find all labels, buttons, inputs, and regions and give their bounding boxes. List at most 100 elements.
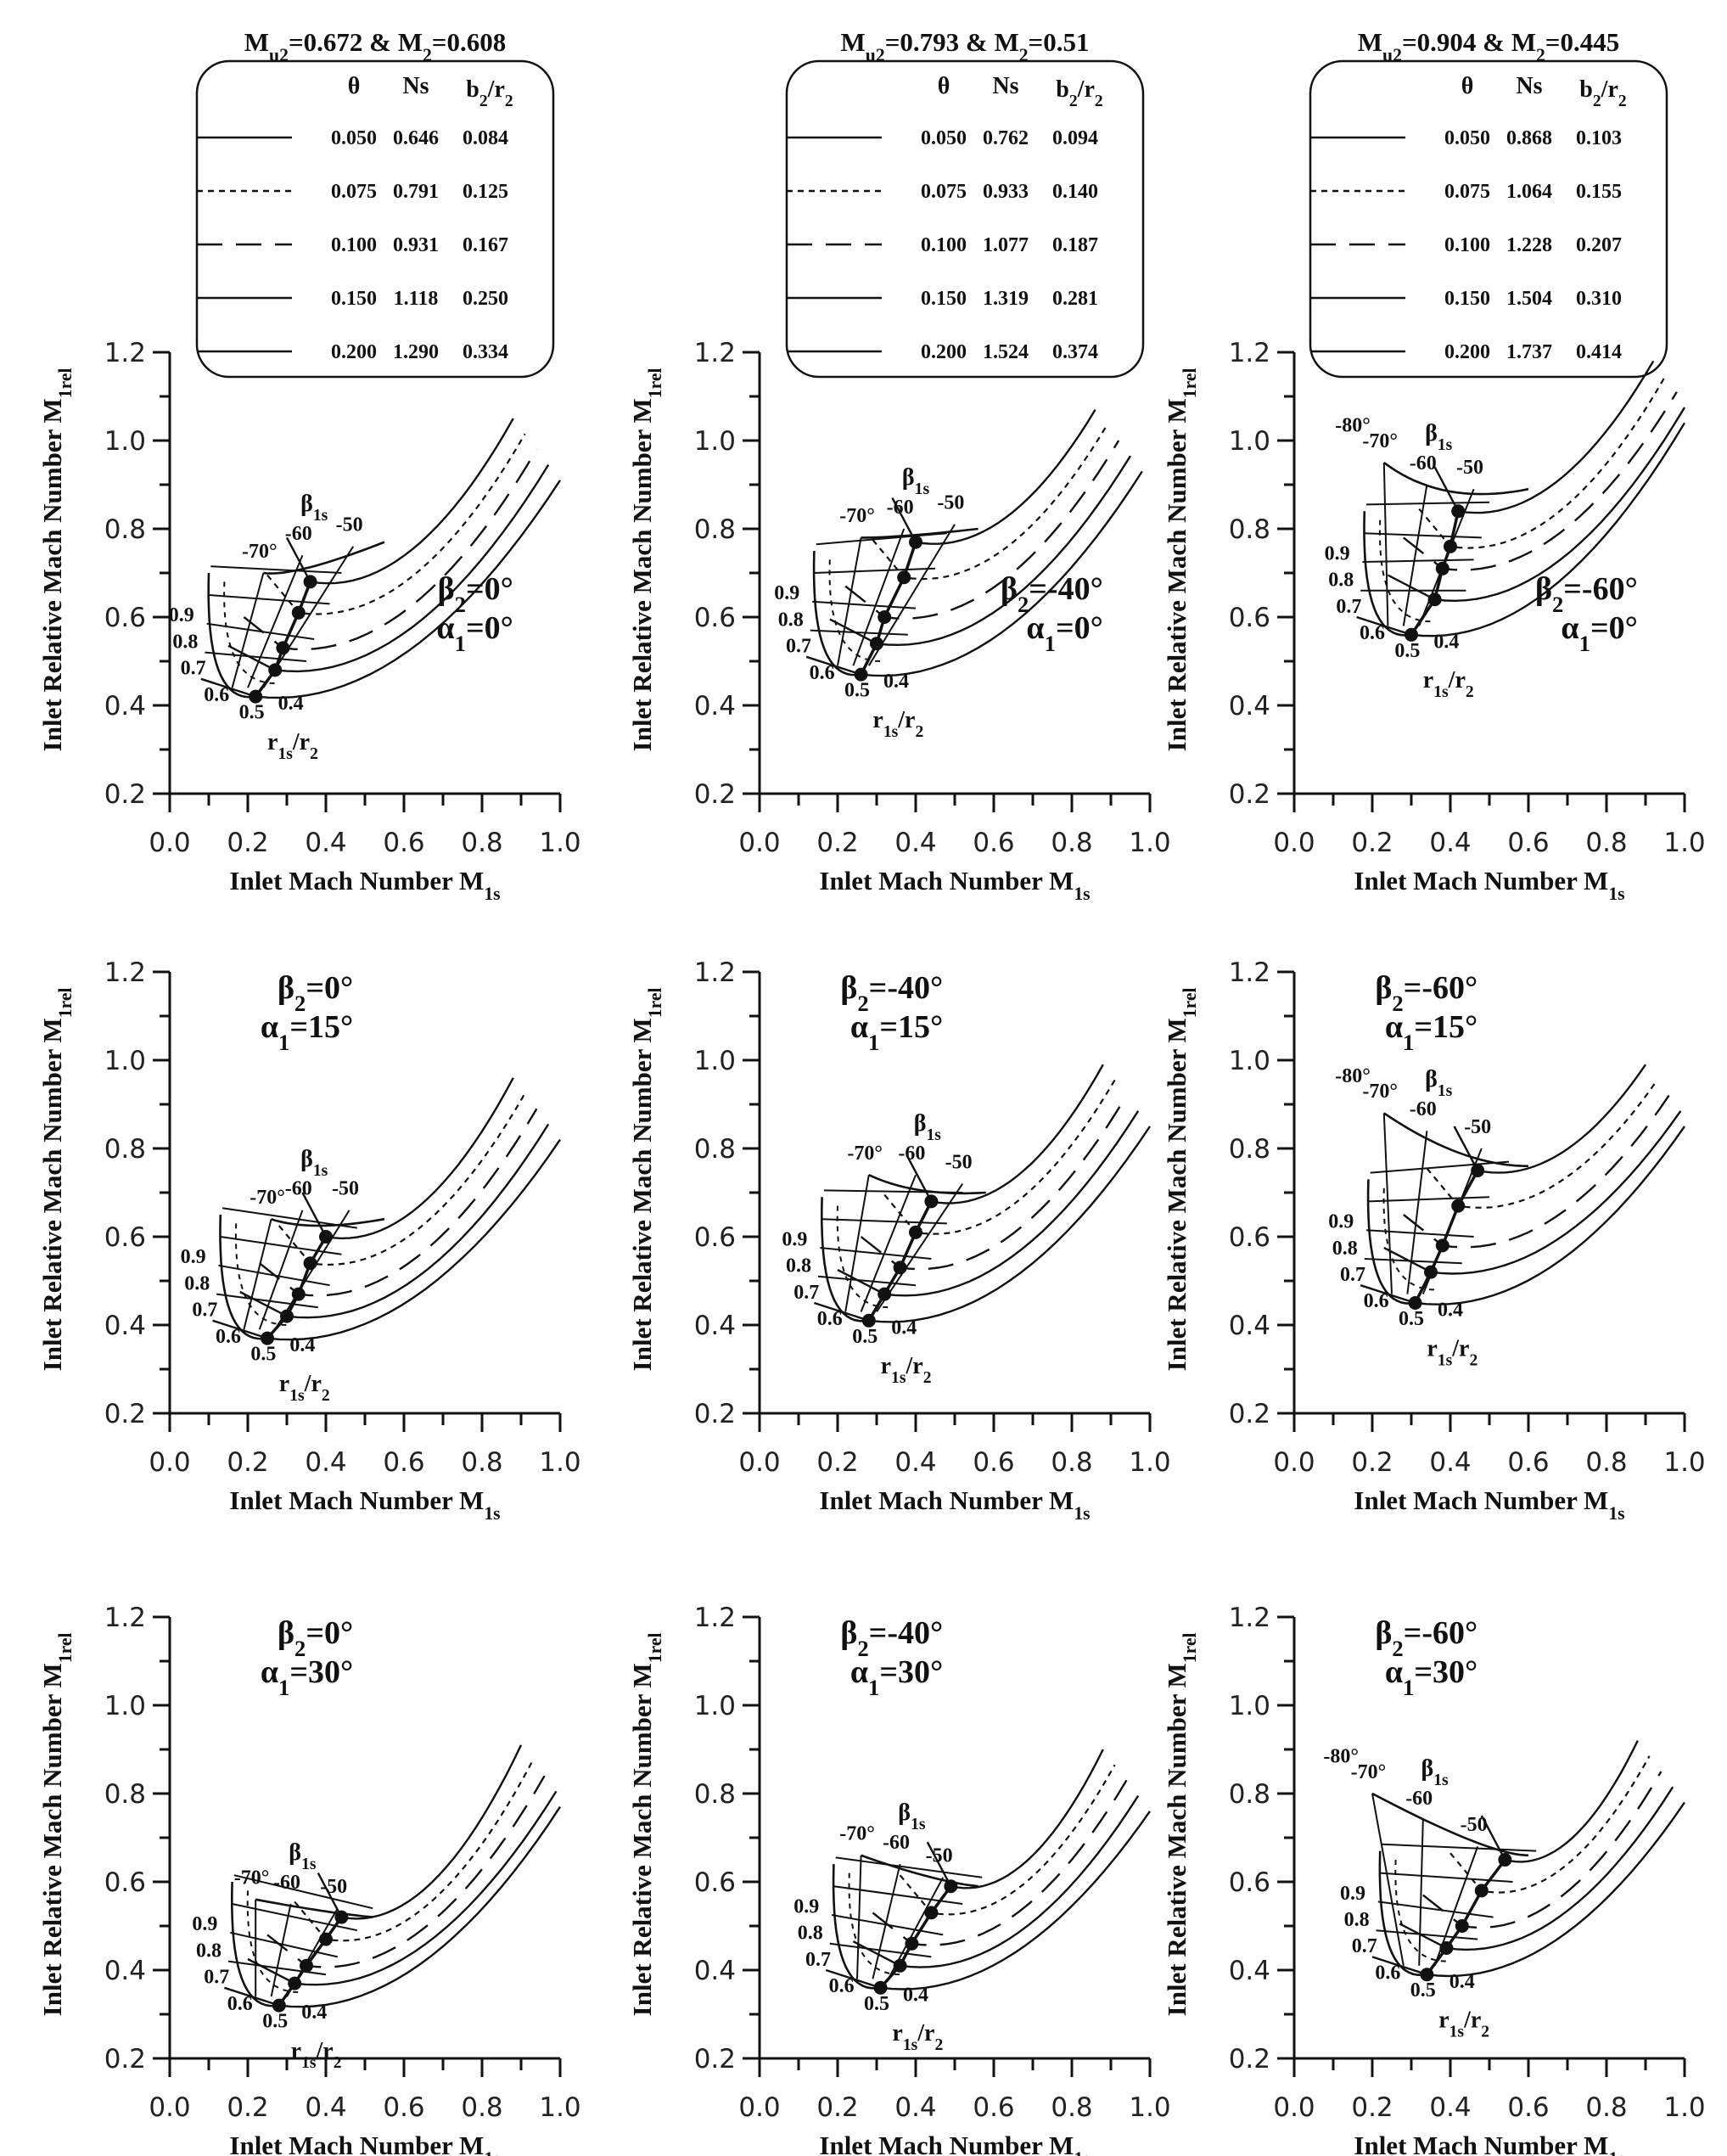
y-tick-label: 0.6 xyxy=(104,1867,146,1898)
legend-theta: 0.150 xyxy=(331,288,377,310)
r-ratio-label: 0.9 xyxy=(181,1246,206,1268)
r-ratio-gridline xyxy=(206,622,315,640)
y-tick-label: 0.6 xyxy=(694,1867,736,1898)
beta-angle-label: -50 xyxy=(1456,457,1483,479)
y-tick-label: 0.4 xyxy=(694,1956,736,1986)
theta-curve xyxy=(247,1790,558,1986)
beta2-label: β2=0° xyxy=(278,970,353,1016)
theta-curve xyxy=(243,448,538,651)
theta-curve xyxy=(1399,1786,1674,1951)
y-tick-label: 0.4 xyxy=(104,1956,146,1986)
y-tick-label: 0.2 xyxy=(694,779,736,810)
theta-curve xyxy=(278,1092,526,1266)
r-ratio-label: 0.4 xyxy=(1433,631,1459,653)
beta2-label: β2=-60° xyxy=(1375,970,1477,1016)
alpha1-label: α1=0° xyxy=(436,610,513,656)
beta-gridline xyxy=(1371,1793,1405,1966)
theta-curve xyxy=(212,1138,561,1341)
beta2-label: β2=-40° xyxy=(1001,571,1103,617)
x-tick-label: 0.4 xyxy=(305,828,346,858)
r-ratio-label: 0.9 xyxy=(1325,542,1350,564)
r-ratio-label: 0.8 xyxy=(184,1272,210,1294)
legend-b2r2: 0.167 xyxy=(463,234,508,256)
chart-panel-r1c2: 0.20.40.60.81.01.20.0 0.2 0.4 0.6 0.8 1.0Inle… xyxy=(1162,957,1706,1524)
beta-angle-label: -50 xyxy=(336,514,363,536)
legend-theta: 0.100 xyxy=(1444,234,1490,256)
optimum-point xyxy=(924,1906,939,1920)
beta-angle-label: -50 xyxy=(320,1876,347,1898)
beta-angle-label: -70° xyxy=(847,1143,883,1165)
y-tick-label: 1.0 xyxy=(104,426,146,457)
optimum-point xyxy=(870,637,883,651)
chart-panel-r2c0: 0.20.40.60.81.01.20.0 0.2 0.4 0.6 0.8 1.0Inle… xyxy=(37,1603,581,2156)
optimum-point xyxy=(1474,1884,1489,1898)
y-tick-label: 1.2 xyxy=(1229,338,1270,368)
r-ratio-label: 0.5 xyxy=(864,1993,889,2015)
r-ratio-gridline xyxy=(817,1275,917,1287)
y-tick-label: 0.6 xyxy=(104,603,146,633)
optimum-point xyxy=(893,1260,907,1275)
r-ratio-gridline xyxy=(1382,1843,1537,1852)
r-ratio-label: 0.6 xyxy=(817,1308,843,1330)
x-tick-label: 0.2 xyxy=(227,2092,268,2123)
legend-col-ns: Ns xyxy=(992,73,1018,99)
chart-panel-r0c0: 0.20.40.60.81.01.20.0 0.2 0.4 0.6 0.8 1.0Inle… xyxy=(37,338,581,904)
beta-angle-label: -70° xyxy=(839,505,875,527)
beta1s-label: β1s xyxy=(300,491,328,525)
envelope-dotted-curve xyxy=(1382,1187,1435,1291)
y-tick-label: 0.4 xyxy=(1229,691,1270,721)
beta-angle-label: -60 xyxy=(1405,1788,1433,1810)
y-tick-label: 1.0 xyxy=(1229,1046,1270,1076)
beta-gridline xyxy=(247,554,304,688)
optimum-point xyxy=(1471,1164,1485,1177)
legend-ns: 1.504 xyxy=(1506,288,1552,310)
y-tick-label: 1.2 xyxy=(694,957,736,988)
envelope-curve xyxy=(812,550,861,677)
theta-curve xyxy=(872,1779,1128,1946)
beta1s-label: β1s xyxy=(902,464,930,498)
x-tick-label: 0.8 xyxy=(1051,1447,1092,1478)
beta-gridline xyxy=(852,528,906,666)
optimum-point xyxy=(1435,561,1449,575)
legend-b2r2: 0.103 xyxy=(1576,127,1622,149)
r-ratio-label: 0.7 xyxy=(181,658,206,680)
alpha1-label: α1=15° xyxy=(261,1009,353,1055)
legend-header: Mu2=0.793 & M2=0.51 xyxy=(841,27,1090,65)
x-axis-label: Inlet Mach Number M1s xyxy=(229,2131,500,2156)
top-arc-curve xyxy=(1383,461,1529,496)
theta-curve xyxy=(860,1094,1128,1271)
r-ratio-label: 0.8 xyxy=(1344,1909,1370,1931)
theta-curve xyxy=(906,1064,1104,1204)
x-tick-label: 0.6 xyxy=(973,1447,1014,1478)
theta-curve xyxy=(1453,1064,1646,1174)
optimum-point xyxy=(1408,1296,1422,1310)
y-tick-label: 0.8 xyxy=(694,1134,736,1165)
beta-angle-label: -50 xyxy=(1464,1116,1491,1138)
beta-angle-label: -60 xyxy=(285,523,312,545)
x-tick-label: 0.4 xyxy=(894,2092,936,2123)
y-tick-label: 1.2 xyxy=(104,957,146,988)
y-tick-label: 1.0 xyxy=(1229,1691,1270,1721)
beta-angle-label: -70° xyxy=(1351,1761,1387,1783)
r-ratio-gridline xyxy=(210,565,342,574)
optimum-point xyxy=(319,1230,333,1244)
envelope-dotted-curve xyxy=(246,1890,299,1993)
x-axis-label: Inlet Mach Number M1s xyxy=(819,1485,1090,1524)
theta-curve xyxy=(1449,1755,1651,1894)
r-ratio-label: 0.8 xyxy=(798,1923,823,1945)
envelope-dotted-curve xyxy=(1394,1859,1447,1962)
optimum-point xyxy=(909,535,922,549)
optimum-point xyxy=(897,570,911,585)
y-axis-label: Inlet Relative Mach Number M1rel xyxy=(37,368,76,751)
optimum-point xyxy=(878,1287,892,1301)
theta-curve xyxy=(1403,1094,1670,1249)
r-ratio-label: 0.5 xyxy=(1410,1979,1436,2002)
ratio-label: r1s/r2 xyxy=(267,729,318,763)
r-ratio-label: 0.8 xyxy=(196,1940,221,1962)
r-ratio-label: 0.9 xyxy=(782,1228,807,1250)
legend-theta: 0.075 xyxy=(921,181,967,203)
y-tick-label: 0.2 xyxy=(1229,2044,1270,2075)
r-ratio-label: 0.5 xyxy=(239,702,265,724)
x-tick-label: 0.8 xyxy=(1051,828,1092,858)
beta-angle-label: -60 xyxy=(1410,1098,1437,1120)
